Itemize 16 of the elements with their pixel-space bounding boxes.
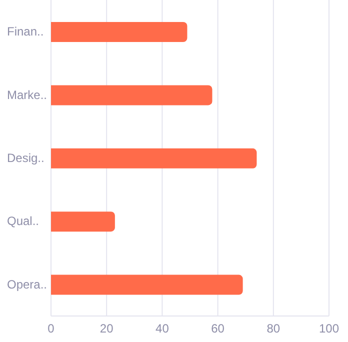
bar [51, 274, 243, 295]
bar [51, 212, 115, 232]
x-tick-label: 80 [266, 322, 280, 336]
x-tick-label: 60 [211, 322, 225, 336]
bar [51, 148, 257, 168]
x-tick-label: 40 [156, 322, 170, 336]
y-tick-label: Finan.. [7, 24, 44, 39]
y-tick-label: Marke.. [7, 88, 48, 102]
x-tick-label: 100 [318, 322, 340, 336]
x-tick-label: 0 [48, 322, 55, 336]
y-tick-label: Opera.. [7, 277, 48, 292]
bar [51, 85, 212, 106]
x-tick-label: 20 [100, 322, 114, 336]
y-tick-label: Qual.. [7, 214, 40, 228]
bar [51, 22, 188, 42]
y-tick-label: Desig.. [7, 151, 44, 165]
